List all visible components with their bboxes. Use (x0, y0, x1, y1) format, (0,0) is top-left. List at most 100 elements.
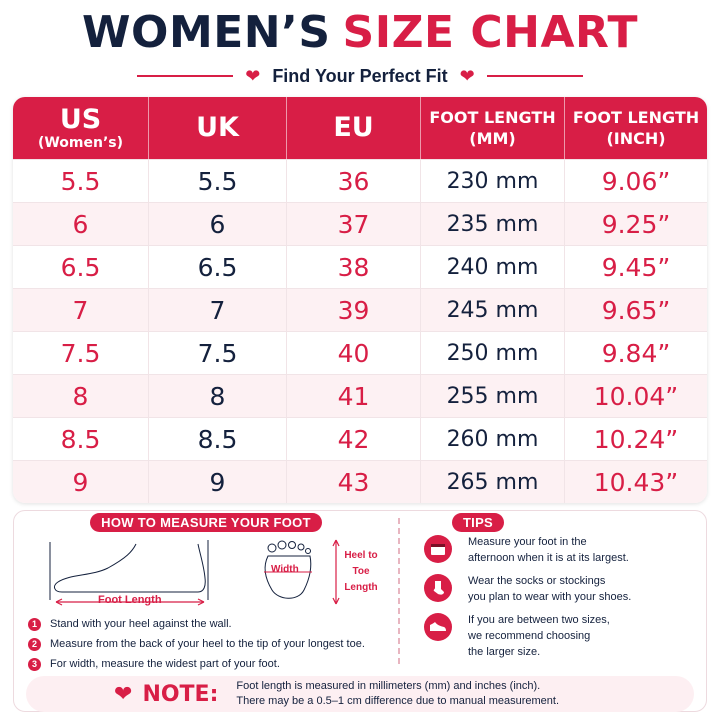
cell-eu: 41 (287, 375, 421, 417)
shoe-icon (424, 613, 452, 641)
step-text: Measure from the back of your heel to th… (50, 638, 365, 650)
table-row: 7.5 7.5 40 250 mm 9.84” (13, 331, 707, 374)
cell-us: 8 (13, 375, 149, 417)
cell-us: 7.5 (13, 332, 149, 374)
tip-text: Wear the socks or stockings you plan to … (468, 573, 631, 605)
cell-us: 8.5 (13, 418, 149, 460)
cell-foot-mm: 250 mm (421, 332, 565, 374)
header-us-main: US (59, 104, 102, 135)
cell-uk: 8.5 (149, 418, 287, 460)
table-row: 6.5 6.5 38 240 mm 9.45” (13, 245, 707, 288)
note-line: Foot length is measured in millimeters (… (236, 680, 541, 692)
header-foot-mm: FOOT LENGTH (MM) (421, 97, 565, 159)
cell-uk: 6 (149, 203, 287, 245)
foot-diagram (49, 539, 340, 606)
table-row: 8.5 8.5 42 260 mm 10.24” (13, 417, 707, 460)
cell-foot-mm: 230 mm (421, 160, 565, 202)
tip-line: afternoon when it is at its largest. (468, 552, 629, 564)
cell-foot-mm: 235 mm (421, 203, 565, 245)
cell-uk: 9 (149, 461, 287, 503)
note-title: NOTE: (142, 681, 219, 707)
cell-foot-inch: 10.04” (593, 381, 679, 411)
cell-eu: 37 (287, 203, 421, 245)
cell-us: 6 (13, 203, 149, 245)
how-to-measure-heading: HOW TO MEASURE YOUR FOOT (90, 513, 322, 532)
foot-side-icon (49, 540, 209, 606)
heel-to-toe-line: Heel to (344, 550, 378, 561)
heart-icon: ❤ (114, 681, 133, 706)
heel-to-toe-line: Length (344, 582, 378, 593)
step-text: For width, measure the widest part of yo… (50, 658, 280, 670)
measure-steps: 1 Stand with your heel against the wall.… (28, 614, 398, 674)
tip-item: Wear the socks or stockings you plan to … (424, 573, 694, 612)
tips-heading: TIPS (452, 513, 504, 532)
cell-uk: 8 (149, 375, 287, 417)
cell-foot-inch: 9.06” (601, 166, 671, 196)
width-label: Width (271, 564, 299, 575)
header-eu: EU (287, 97, 421, 159)
panel-divider (398, 518, 400, 664)
header-us-sub: (Women’s) (37, 135, 124, 151)
cell-foot-mm: 260 mm (421, 418, 565, 460)
table-row: 5.5 5.5 36 230 mm 9.06” (13, 159, 707, 202)
cell-us: 7 (13, 289, 149, 331)
cell-foot-mm: 255 mm (421, 375, 565, 417)
header-foot-mm-main: FOOT LENGTH (429, 108, 556, 127)
heel-to-toe-label: Heel to Toe Length (341, 548, 381, 596)
subtitle-line-left (137, 75, 234, 77)
cell-uk: 6.5 (149, 246, 287, 288)
calendar-icon (424, 535, 452, 563)
note-banner: ❤ NOTE: Foot length is measured in milli… (26, 676, 694, 712)
cell-eu: 39 (287, 289, 421, 331)
table-row: 9 9 43 265 mm 10.43” (13, 460, 707, 503)
tip-line: Measure your foot in the (468, 536, 587, 548)
subtitle-row: ❤ Find Your Perfect Fit ❤ (0, 63, 720, 89)
cell-foot-inch: 9.45” (601, 252, 671, 282)
heel-to-toe-line: Toe (352, 566, 370, 577)
header-uk-main: UK (196, 112, 239, 143)
header-foot-mm-sub: (MM) (469, 129, 516, 148)
cell-uk: 5.5 (149, 160, 287, 202)
cell-eu: 38 (287, 246, 421, 288)
note-line: There may be a 0.5–1 cm difference due t… (236, 695, 560, 707)
cell-foot-inch: 10.24” (593, 424, 679, 454)
cell-us: 9 (13, 461, 149, 503)
foot-sole-icon (264, 539, 340, 605)
step-text: Stand with your heel against the wall. (50, 618, 232, 630)
title-part-2: SIZE CHART (342, 7, 638, 58)
table-row: 7 7 39 245 mm 9.65” (13, 288, 707, 331)
step-number: 1 (28, 617, 41, 631)
tip-text: If you are between two sizes, we recomme… (468, 612, 610, 660)
subtitle: Find Your Perfect Fit (272, 65, 448, 86)
cell-uk: 7 (149, 289, 287, 331)
step-item: 1 Stand with your heel against the wall. (28, 614, 398, 634)
heart-icon: ❤ (459, 66, 475, 86)
tip-line: the larger size. (468, 646, 541, 658)
cell-foot-inch: 10.43” (593, 467, 679, 497)
cell-foot-mm: 245 mm (421, 289, 565, 331)
sock-icon (424, 574, 452, 602)
page-title: WOMEN’S SIZE CHART (0, 6, 720, 60)
foot-length-label: Foot Length (98, 594, 162, 606)
cell-uk: 7.5 (149, 332, 287, 374)
table-body: 5.5 5.5 36 230 mm 9.06” 6 6 37 235 mm 9.25” 6.5 6.5… (13, 159, 707, 503)
cell-foot-mm: 240 mm (421, 246, 565, 288)
header-eu-main: EU (333, 112, 374, 143)
tip-item: Measure your foot in the afternoon when … (424, 534, 694, 573)
table-header: US (Women’s) UK EU FOOT LENGTH (MM) FOOT… (13, 97, 707, 159)
cell-eu: 42 (287, 418, 421, 460)
step-number: 3 (28, 657, 41, 671)
tip-line: If you are between two sizes, (468, 614, 610, 626)
cell-foot-inch: 9.84” (601, 338, 671, 368)
step-item: 3 For width, measure the widest part of … (28, 654, 398, 674)
step-number: 2 (28, 637, 41, 651)
cell-eu: 36 (287, 160, 421, 202)
heart-icon: ❤ (245, 66, 261, 86)
header-foot-inch-sub: (INCH) (606, 129, 666, 148)
note-text: Foot length is measured in millimeters (… (236, 679, 559, 709)
tip-line: we recommend choosing (468, 630, 591, 642)
tip-line: Wear the socks or stockings (468, 575, 606, 587)
cell-us: 6.5 (13, 246, 149, 288)
cell-eu: 43 (287, 461, 421, 503)
tip-text: Measure your foot in the afternoon when … (468, 534, 629, 566)
